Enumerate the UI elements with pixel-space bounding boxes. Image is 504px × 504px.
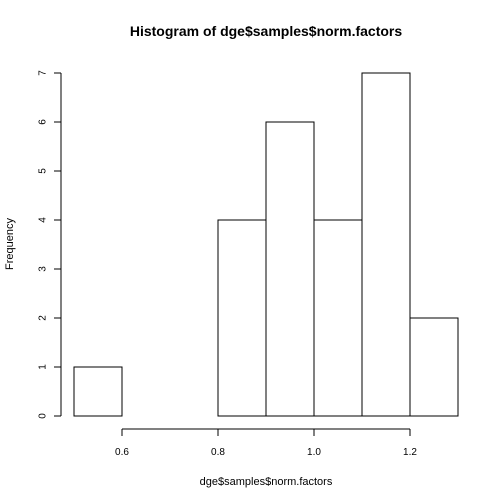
histogram-bar (313, 219, 363, 417)
histogram-bar (361, 72, 411, 417)
y-tick-label: 3 (38, 266, 49, 272)
x-axis-label: dge$samples$norm.factors (200, 476, 333, 488)
y-axis: 0 1 2 3 4 5 6 7 (38, 70, 62, 419)
histogram-bar (409, 317, 459, 417)
histogram-bar (73, 366, 123, 417)
x-tick-label: 1.2 (403, 447, 417, 458)
y-tick-label: 4 (38, 217, 49, 223)
y-tick-label: 1 (38, 364, 49, 370)
histogram-bar (217, 219, 267, 417)
y-tick-label: 5 (38, 168, 49, 174)
histogram-bar (265, 121, 315, 417)
x-tick-label: 0.8 (211, 447, 225, 458)
y-axis-label: Frequency (4, 218, 16, 270)
x-tick-label: 0.6 (115, 447, 129, 458)
x-tick-label: 1.0 (307, 447, 321, 458)
y-tick-label: 0 (38, 413, 49, 419)
y-tick-label: 7 (38, 70, 49, 76)
chart-title: Histogram of dge$samples$norm.factors (130, 23, 403, 39)
y-tick-label: 2 (38, 315, 49, 321)
x-axis: 0.6 0.8 1.0 1.2 (115, 428, 417, 458)
y-tick-label: 6 (38, 119, 49, 125)
histogram-bars (73, 72, 459, 417)
